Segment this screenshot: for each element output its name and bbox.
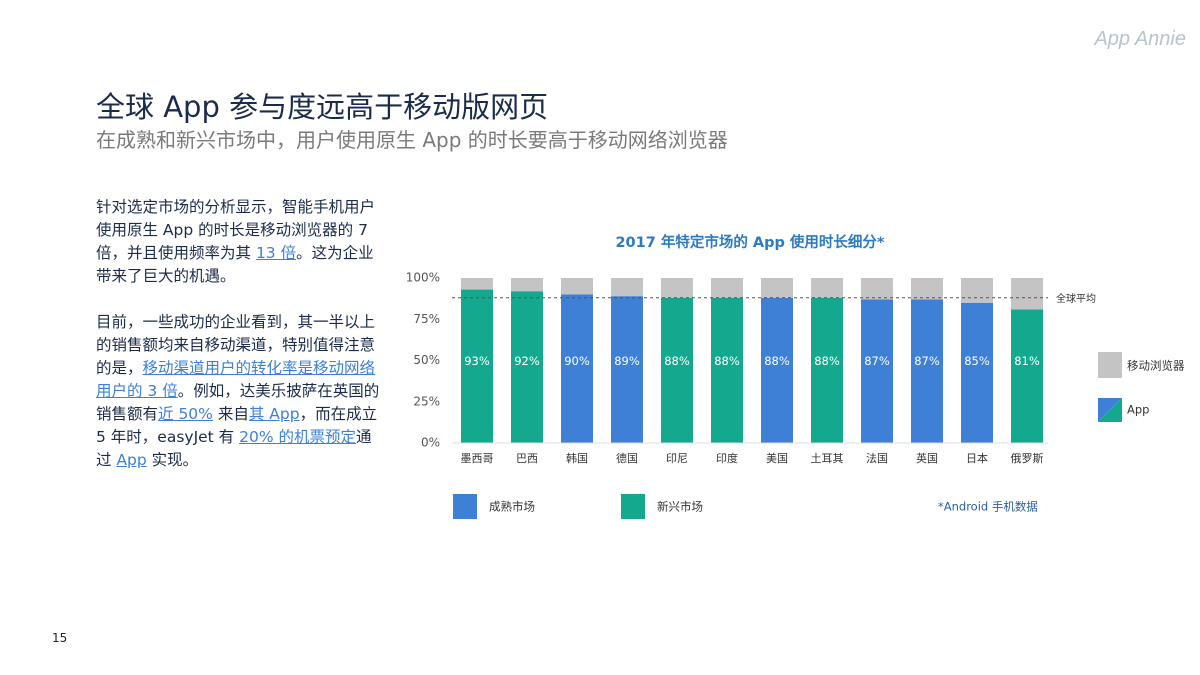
bar-segment [661,297,693,443]
data-label: 85% [964,354,990,368]
chart-note: *Android 手机数据 [938,500,1038,514]
y-tick-label: 25% [413,394,440,408]
text-run: 实现。 [146,451,199,469]
text-run: 针对选定市场的分析显示，智能手机用户使用原生 App 的时长是移动浏览器的 7 … [96,198,376,262]
data-label: 90% [564,354,590,368]
text-run: 目前，一些成功的企业看到，其一半以上的销售额均来自移动渠道，特别值得注意的是， [96,313,376,377]
text-run: 来自 [212,405,249,423]
bar-segment [561,294,593,443]
legend-swatch [1098,352,1122,378]
y-tick-label: 50% [413,353,440,367]
body-text: 针对选定市场的分析显示，智能手机用户使用原生 App 的时长是移动浏览器的 7 … [96,196,386,495]
bar-segment [561,278,593,295]
data-label: 89% [614,354,640,368]
x-tick-label: 日本 [966,451,988,465]
data-label: 88% [714,354,740,368]
page-number: 15 [52,631,68,645]
y-tick-label: 75% [413,312,440,326]
link[interactable]: 移动渠道用户的转化率是移动网络用户的 3 倍 [96,359,376,400]
x-tick-label: 英国 [916,451,938,465]
bar-segment [761,278,793,298]
link[interactable]: 13 倍 [255,244,297,262]
bar-segment [711,297,743,443]
text-run: 通过 [96,428,372,469]
bar-segment [1011,309,1043,443]
bar-segment [911,299,943,443]
bar-segment [611,296,643,443]
x-tick-label: 法国 [866,451,888,465]
x-tick-label: 俄罗斯 [1011,452,1044,465]
data-label: 87% [864,354,890,368]
bar-segment [961,302,993,443]
bar-segment [461,289,493,443]
paragraph: 针对选定市场的分析显示，智能手机用户使用原生 App 的时长是移动浏览器的 7 … [96,196,386,288]
bar-segment [861,278,893,300]
y-tick-label: 100% [406,271,440,285]
bar-segment [811,297,843,443]
link[interactable]: App [116,451,147,469]
legend-swatch [453,494,477,519]
bar-segment [1011,278,1043,310]
bar-segment [461,278,493,290]
legend-label: 移动浏览器 [1127,359,1185,373]
data-label: 88% [814,354,840,368]
legend-swatch [1098,398,1122,422]
bar-segment [961,278,993,303]
data-label: 88% [664,354,690,368]
average-label: 全球平均 [1056,292,1096,305]
bar-segment [761,297,793,443]
slide-subtitle: 在成熟和新兴市场中，用户使用原生 App 的时长要高于移动网络浏览器 [96,128,728,152]
paragraph: 目前，一些成功的企业看到，其一半以上的销售额均来自移动渠道，特别值得注意的是，移… [96,311,386,472]
bar-segment [511,278,543,292]
x-tick-label: 土耳其 [811,452,844,465]
link[interactable]: 其 App [248,405,300,423]
bar-segment [661,278,693,298]
link[interactable]: 近 50% [158,405,213,423]
text-run: 。例如，达美乐披萨在英国的销售额有 [96,382,380,423]
y-tick-label: 0% [421,436,440,450]
bar-segment [911,278,943,300]
text-run: 。这为企业带来了巨大的机遇。 [96,244,374,285]
chart-title: 2017 年特定市场的 App 使用时长细分* [615,233,884,251]
x-tick-label: 美国 [766,452,788,465]
x-tick-label: 墨西哥 [461,452,494,465]
x-tick-label: 印度 [716,451,738,465]
bar-segment [511,291,543,443]
link[interactable]: 20% 的机票预定 [239,428,357,446]
bar-segment [611,278,643,297]
data-label: 93% [464,354,490,368]
x-tick-label: 巴西 [516,452,538,465]
data-label: 87% [914,354,940,368]
x-tick-label: 韩国 [566,451,588,465]
legend-swatch [621,494,645,519]
legend-label: 成熟市场 [489,500,535,514]
data-label: 88% [764,354,790,368]
data-label: 81% [1014,354,1040,368]
legend-label: App [1127,403,1149,417]
bar-segment [711,278,743,298]
x-tick-label: 德国 [616,451,638,465]
bar-segment [811,278,843,298]
bar-segment [861,299,893,443]
x-tick-label: 印尼 [666,452,688,465]
data-label: 92% [514,354,540,368]
legend-label: 新兴市场 [657,500,703,514]
logo: App Annie [1094,28,1186,50]
text-run: ，而在成立 5 年时，easyJet 有 [96,405,378,446]
slide-title: 全球 App 参与度远高于移动版网页 [96,90,549,124]
